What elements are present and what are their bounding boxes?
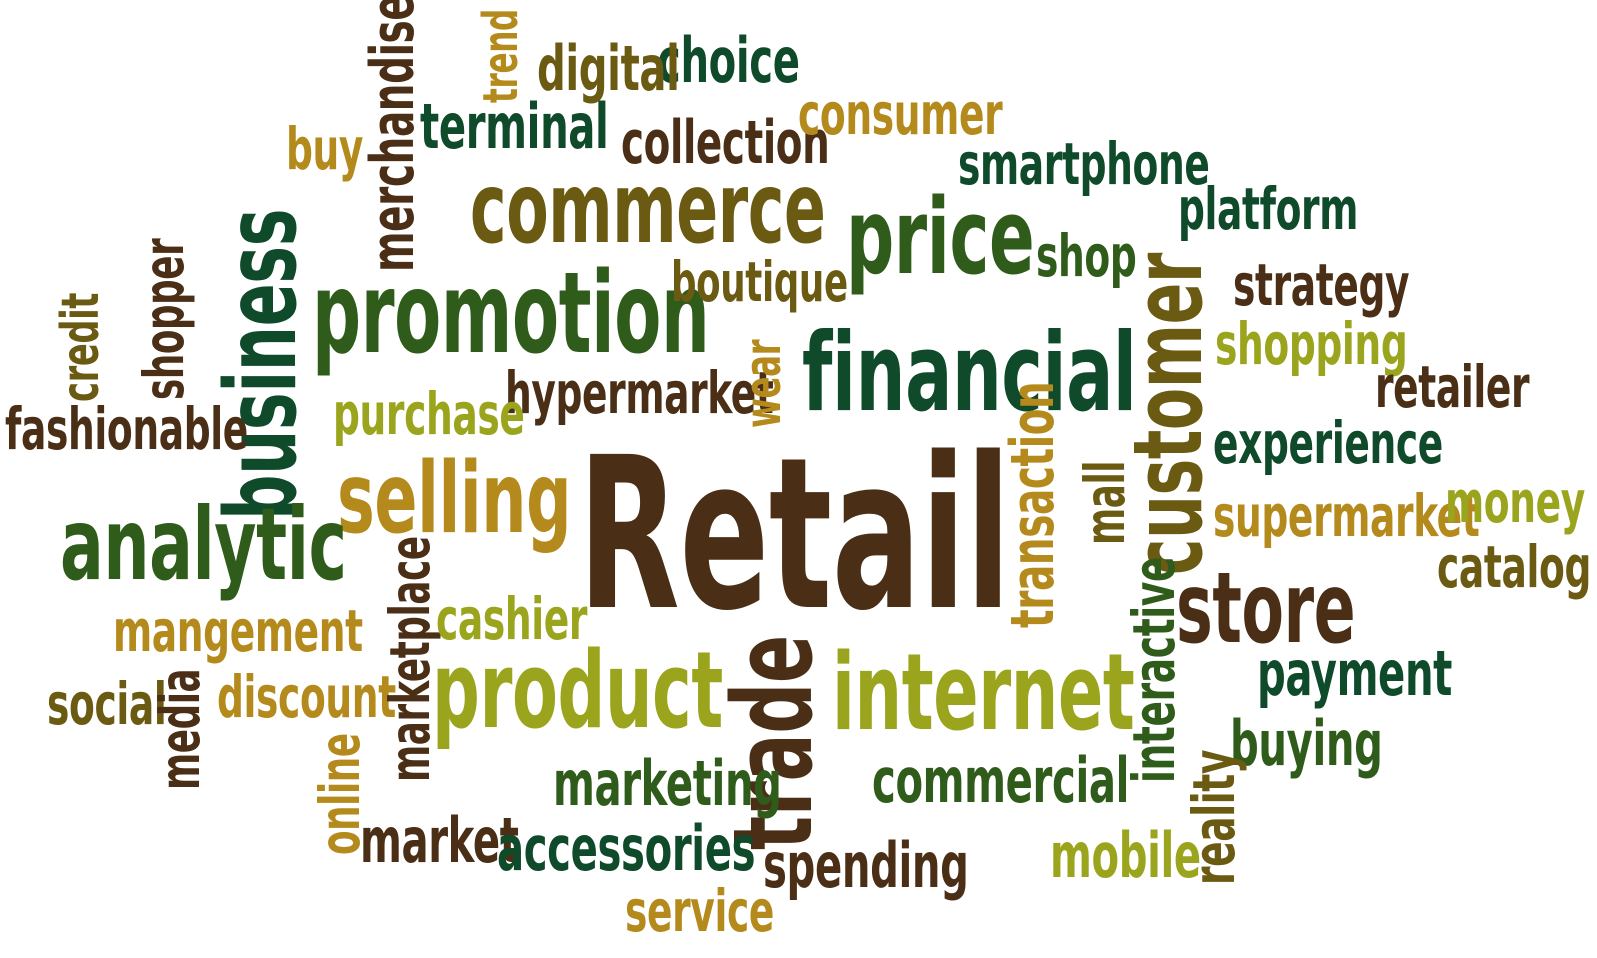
word-shop: shop (1036, 222, 1137, 290)
word-choice: choice (657, 24, 800, 97)
word-selling: selling (337, 442, 572, 556)
word-price: price (846, 176, 1035, 298)
word-shopper: shopper (132, 238, 196, 400)
word-platform: platform (1178, 175, 1359, 243)
word-store: store (1176, 552, 1356, 666)
word-money: money (1445, 468, 1585, 536)
word-boutique: boutique (671, 250, 848, 314)
word-fashionable: fashionable (5, 395, 248, 463)
word-Retail: Retail (578, 412, 1011, 657)
word-experience: experience (1213, 409, 1443, 477)
word-promotion: promotion (312, 249, 710, 379)
word-supermarket: supermarket (1213, 482, 1480, 550)
word-commercial: commercial (872, 744, 1129, 817)
word-marketplace: marketplace (378, 536, 442, 782)
word-shopping: shopping (1215, 310, 1408, 378)
word-marketing: marketing (553, 747, 782, 820)
word-purchase: purchase (333, 380, 525, 448)
word-interactive: interactive (1120, 556, 1188, 783)
word-mobile: mobile (1050, 819, 1201, 892)
word-transaction: transaction (998, 381, 1068, 628)
word-analytic: analytic (60, 486, 347, 603)
word-retailer: retailer (1375, 353, 1530, 421)
word-smartphone: smartphone (958, 130, 1210, 198)
word-hypermarket: hypermarket (505, 359, 774, 427)
word-accessories: accessories (497, 812, 756, 885)
word-commerce: commerce (470, 152, 826, 266)
word-financial: financial (802, 311, 1137, 436)
word-credit: credit (51, 292, 111, 402)
word-business: business (205, 208, 319, 520)
word-spending: spending (763, 829, 969, 902)
word-service: service (625, 877, 774, 945)
word-social: social (47, 670, 167, 738)
word-catalog: catalog (1437, 533, 1591, 601)
word-collection: collection (621, 108, 830, 178)
word-strategy: strategy (1233, 251, 1410, 319)
word-market: market (360, 804, 519, 877)
word-discount: discount (217, 663, 396, 731)
word-mangement: mangement (113, 597, 363, 665)
word-mall: mall (1073, 460, 1137, 545)
word-digital: digital (537, 32, 680, 105)
word-payment: payment (1257, 637, 1453, 710)
word-media: media (148, 668, 212, 790)
word-internet: internet (832, 631, 1135, 754)
word-cashier: cashier (436, 585, 588, 653)
word-consumer: consumer (798, 80, 1003, 148)
word-merchandise: merchandise (358, 0, 428, 273)
word-buy: buy (286, 115, 364, 183)
word-buying: buying (1230, 707, 1383, 780)
word-product: product (432, 629, 723, 752)
word-terminal: terminal (420, 90, 609, 163)
word-trend: trend (473, 9, 529, 104)
word-wear: wear (734, 339, 792, 428)
